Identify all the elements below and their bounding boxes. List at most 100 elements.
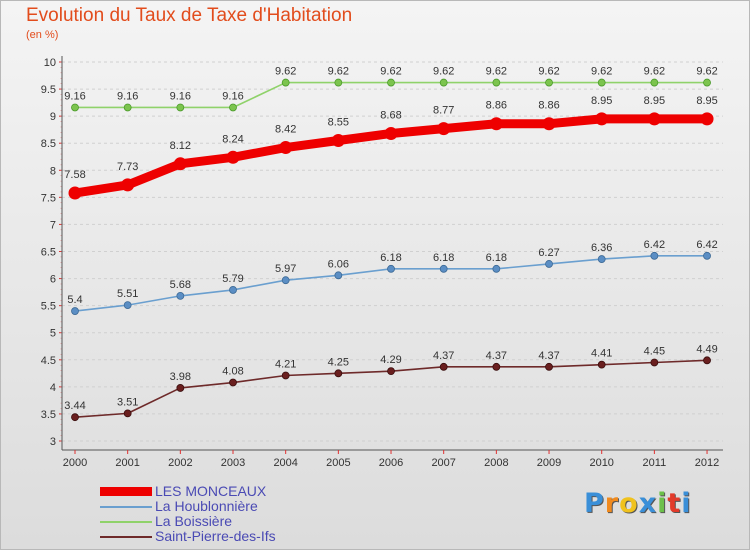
data-label: 9.62: [644, 66, 665, 78]
data-point: [68, 186, 82, 200]
data-point: [123, 301, 132, 310]
data-point: [387, 367, 395, 376]
data-label: 4.37: [538, 350, 559, 362]
data-point: [597, 78, 606, 87]
legend-label: LES MONCEAUX: [155, 483, 267, 499]
legend-swatch: [100, 535, 152, 538]
data-label: 9.62: [486, 66, 507, 78]
data-point: [597, 255, 606, 263]
data-label: 8.77: [433, 105, 454, 117]
data-point: [279, 141, 293, 155]
data-label: 9.62: [275, 66, 296, 78]
legend-swatch: [100, 487, 152, 496]
data-label: 6.42: [644, 239, 665, 251]
data-point: [597, 360, 606, 369]
y-tick-label: 4: [50, 382, 56, 394]
data-label: 6.18: [433, 252, 454, 264]
x-tick-label: 2008: [484, 457, 508, 469]
x-tick-label: 2010: [589, 457, 613, 469]
data-point: [123, 103, 132, 112]
data-label: 8.42: [275, 124, 296, 136]
data-label: 7.73: [117, 161, 138, 173]
proxiti-logo: Proxiti: [584, 488, 692, 519]
legend-label: La Boissière: [155, 513, 233, 529]
y-tick-label: 6.5: [41, 247, 56, 259]
data-label: 4.41: [591, 348, 612, 360]
data-point: [71, 103, 79, 112]
x-tick-label: 2001: [115, 457, 139, 469]
logo-letter: P: [584, 488, 605, 519]
logo-letter: o: [619, 488, 639, 519]
x-tick-label: 2007: [431, 457, 455, 469]
data-label: 8.95: [591, 95, 612, 107]
y-tick-label: 7: [50, 219, 56, 231]
data-point: [387, 264, 395, 273]
x-tick-label: 2011: [643, 457, 667, 469]
data-label: 9.62: [380, 66, 401, 78]
data-label: 4.08: [222, 366, 243, 378]
data-label: 5.68: [170, 279, 191, 291]
data-label: 8.24: [222, 133, 243, 145]
x-tick-label: 2009: [537, 457, 561, 469]
y-tick-label: 6: [50, 274, 56, 286]
data-point: [331, 134, 345, 148]
data-label: 9.62: [328, 66, 349, 78]
data-label: 9.16: [170, 90, 191, 102]
data-label: 7.58: [64, 169, 85, 181]
data-point: [121, 178, 135, 192]
data-label: 8.55: [328, 117, 349, 129]
data-label: 9.62: [538, 66, 559, 78]
y-tick-label: 9.5: [41, 84, 56, 96]
data-label: 9.62: [433, 66, 454, 78]
data-label: 4.49: [696, 343, 717, 355]
data-point: [492, 362, 501, 371]
data-point: [176, 384, 185, 392]
data-label: 9.16: [222, 90, 243, 102]
data-point: [650, 78, 659, 87]
data-label: 6.18: [486, 252, 507, 264]
data-point: [492, 264, 501, 273]
logo-letter: x: [638, 488, 658, 519]
data-point: [229, 286, 237, 294]
data-point: [229, 378, 237, 387]
data-label: 5.51: [117, 288, 138, 300]
chart-subtitle: (en %): [26, 29, 59, 41]
data-label: 4.45: [644, 345, 665, 357]
logo-letter: i: [681, 488, 692, 519]
y-tick-label: 7.5: [41, 192, 56, 204]
y-tick-label: 9: [50, 111, 56, 123]
data-label: 9.16: [117, 90, 138, 102]
data-label: 9.16: [64, 90, 85, 102]
data-point: [703, 251, 711, 260]
data-label: 8.68: [380, 109, 401, 121]
data-label: 4.37: [486, 350, 507, 362]
data-point: [176, 103, 185, 112]
data-point: [439, 78, 448, 87]
data-point: [281, 78, 290, 87]
data-point: [545, 362, 553, 371]
data-point: [650, 251, 659, 260]
y-tick-label: 4.5: [41, 355, 56, 367]
data-label: 4.21: [275, 358, 296, 370]
data-label: 6.06: [328, 258, 349, 270]
x-tick-label: 2003: [221, 457, 245, 469]
data-label: 4.37: [433, 350, 454, 362]
data-point: [281, 276, 290, 285]
data-label: 6.42: [696, 239, 717, 251]
data-label: 6.18: [380, 252, 401, 264]
data-label: 8.86: [486, 100, 507, 112]
x-tick-label: 2000: [63, 457, 87, 469]
data-point: [545, 78, 553, 87]
data-label: 9.62: [696, 66, 717, 78]
data-point: [700, 112, 714, 126]
data-label: 4.25: [328, 356, 349, 368]
logo-letter: t: [667, 488, 682, 519]
data-point: [334, 78, 343, 87]
data-label: 9.62: [591, 66, 612, 78]
legend-label: La Houblonnière: [155, 498, 258, 514]
data-point: [437, 122, 451, 136]
legend-swatch: [100, 505, 152, 508]
data-label: 8.86: [538, 100, 559, 112]
